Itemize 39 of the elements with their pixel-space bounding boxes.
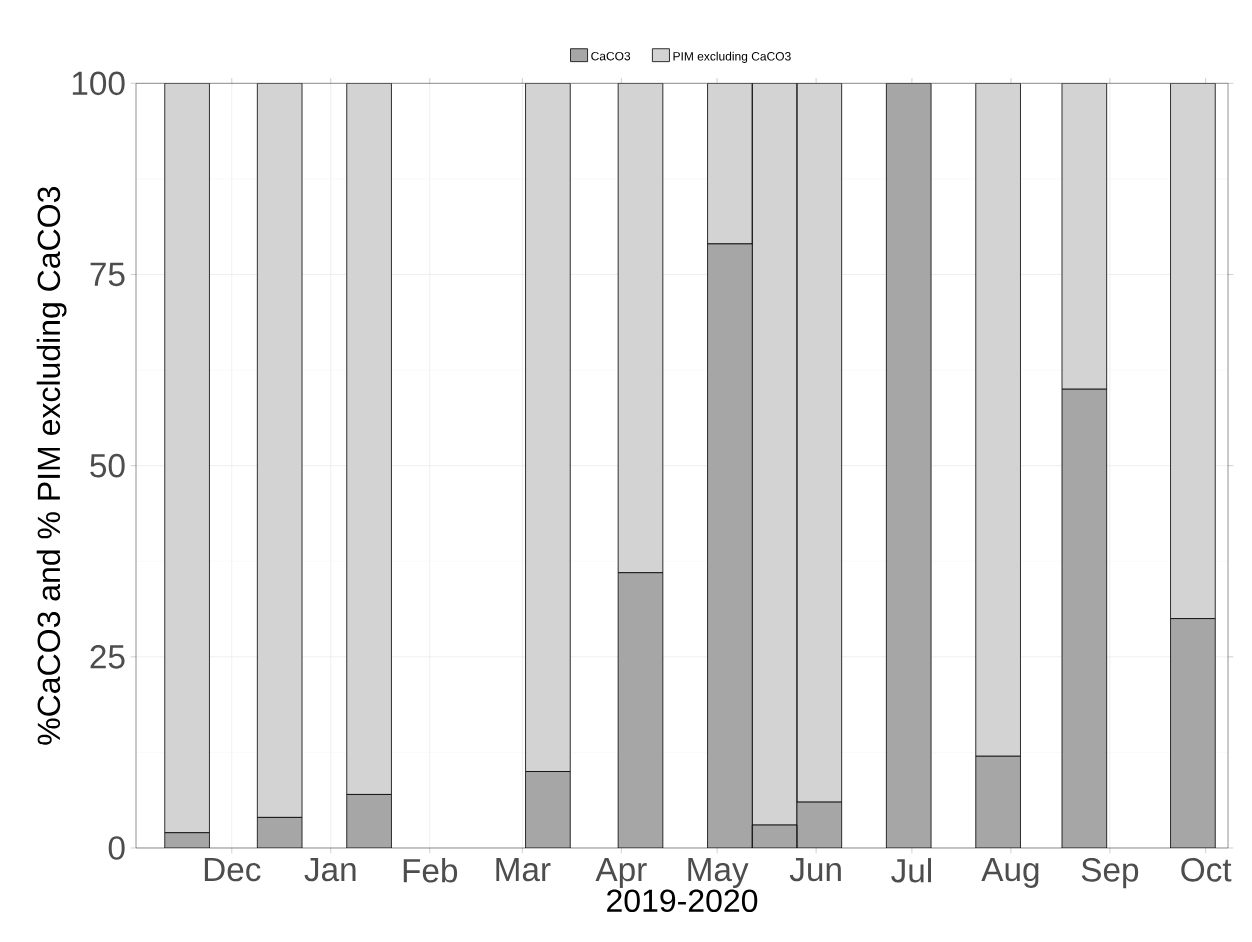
bar xyxy=(525,771,571,848)
x-tick-label: Dec xyxy=(204,858,261,882)
y-tick-label: 75 xyxy=(90,262,125,287)
y-tick-label: 25 xyxy=(90,645,125,669)
bar xyxy=(617,83,664,574)
x-tick-label: May xyxy=(688,858,749,888)
y-tick-label: 100 xyxy=(72,71,125,96)
bar xyxy=(796,801,843,848)
x-tick-label: Jun xyxy=(789,858,841,882)
bar xyxy=(885,83,932,848)
bar xyxy=(1061,83,1108,390)
bar xyxy=(256,817,303,848)
bar xyxy=(1170,618,1216,848)
x-tick-label: Mar xyxy=(496,858,551,882)
bar xyxy=(796,83,843,803)
bar xyxy=(164,83,210,834)
legend-label: CaCO3 xyxy=(591,51,631,61)
x-tick-label: Jan xyxy=(304,858,356,882)
bar xyxy=(975,755,1021,848)
x-tick-label: Jul xyxy=(891,858,931,883)
bar xyxy=(164,832,210,848)
bar xyxy=(1170,83,1216,619)
bar xyxy=(256,83,303,818)
x-tick-label: Aug xyxy=(981,858,1039,888)
y-tick-label: 0 xyxy=(108,836,125,860)
x-tick-label: Feb xyxy=(403,858,458,883)
x-tick-label: Oct xyxy=(1181,858,1232,882)
y-axis-title: %CaCO3 and % PIM excluding CaCO3 xyxy=(36,187,67,745)
bar xyxy=(525,83,571,772)
x-axis-title: 2019-2020 xyxy=(607,889,758,913)
x-tick-label: Apr xyxy=(595,858,647,888)
bar xyxy=(975,83,1021,757)
bar xyxy=(617,572,664,848)
legend-label: PIM excluding CaCO3 xyxy=(673,51,791,63)
x-tick-label: Sep xyxy=(1081,858,1139,889)
bar xyxy=(346,794,392,848)
bar xyxy=(1061,388,1108,848)
bar xyxy=(346,83,392,795)
y-tick-label: 50 xyxy=(90,453,125,478)
